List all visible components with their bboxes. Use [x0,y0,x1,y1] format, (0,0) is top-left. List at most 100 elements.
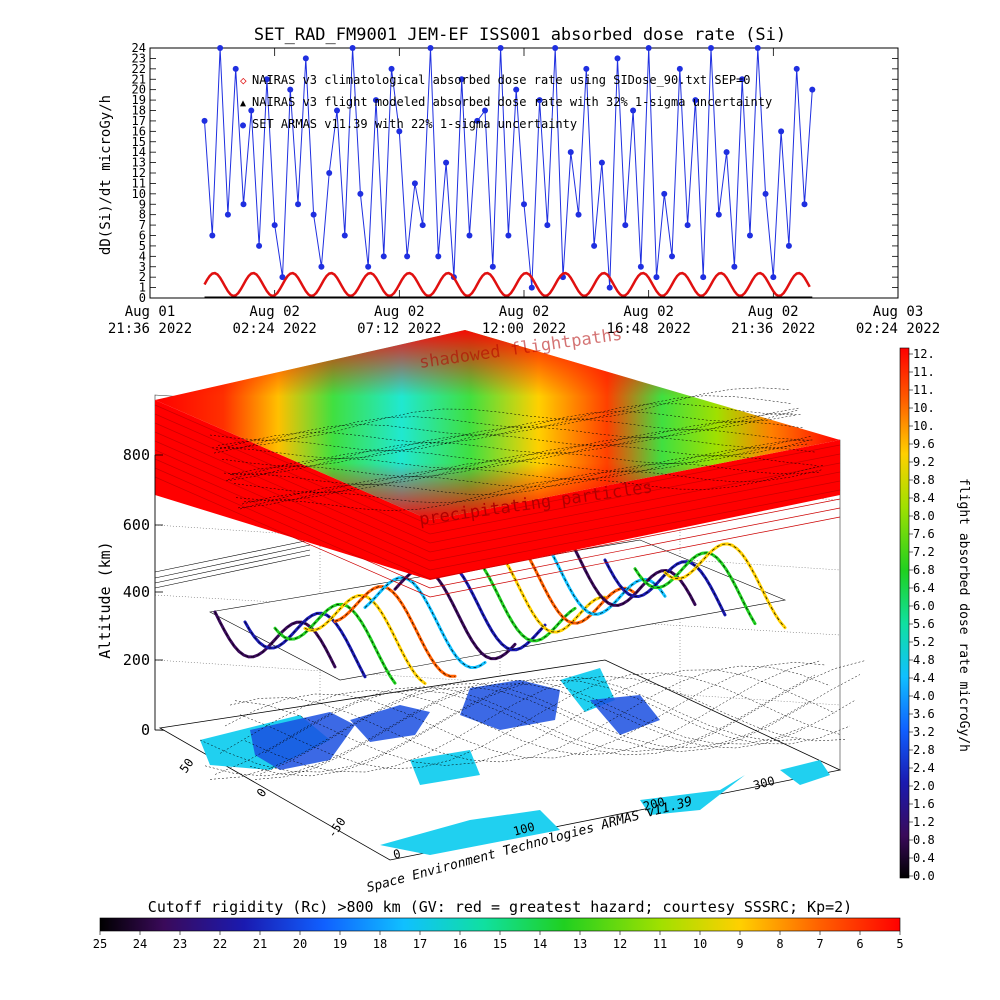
colorbar-right-tick-label: 2.8 [913,743,935,757]
colorbar-bottom-tick-label: 14 [533,937,547,951]
point-set-armas [528,284,535,291]
y-tick-label: 24 [132,41,146,55]
colorbar-right-tick-label: 4.0 [913,689,935,703]
point-set-armas [411,180,418,187]
point-set-armas [248,107,255,114]
point-set-armas [334,107,340,114]
x-tick-label-date: Aug 02 [374,304,425,320]
altitude-axis-label: Altitude (km) [96,541,114,658]
colorbar-bottom-tick-label: 17 [413,937,427,951]
y-tick-label: 16 [132,124,146,138]
point-set-armas [232,65,239,72]
y-tick-label: 19 [132,93,146,107]
slab-edge-line [154,422,841,544]
y-tick-label: 17 [132,114,146,128]
slab-edge-line [154,458,841,580]
longitude-tick-label: 200 [642,795,667,814]
x-tick-label-date: Aug 02 [499,304,550,320]
flight-track-wave-overlay [544,541,666,615]
x-tick-label-date: Aug 01 [125,304,176,320]
point-set-armas [598,159,605,166]
longitude-ticks: 0 100 200 300 [392,774,777,862]
colorbar-bottom-tick-label: 9 [736,937,743,951]
slab-top-track [231,435,813,485]
legend-entry-set-armas: SET ARMAS v11.39 with 22% 1-sigma uncert… [252,117,577,131]
y-tick-label: 0 [139,291,146,305]
point-set-armas [341,232,348,239]
point-set-armas [552,45,559,51]
colorbar-right-tick-label: 8.8 [913,473,935,487]
slab-top-track [211,395,793,449]
slab-top-track-lines [209,387,825,511]
point-set-armas [419,222,426,229]
point-set-armas [224,211,231,218]
y-tick-label: 22 [132,62,146,76]
point-set-armas [801,201,808,208]
altitude-tick-label: 400 [123,583,150,601]
colorbar-right-tick-label: 0.0 [913,869,935,883]
point-set-armas [271,222,278,229]
point-set-armas [676,65,683,72]
y-tick-label: 3 [139,260,146,274]
ground-track [259,674,861,775]
slab-top-track [239,463,821,510]
dose-rate-colorbar: 0.0 0.4 0.8 1.2 1.6 2.0 2.4 2.8 3.2 3.6 4.0 4.4 4.8 5… [899,347,971,883]
y-tick-label: 2 [139,270,146,284]
flight-track-wave-overlay [514,537,636,624]
point-set-armas [263,76,270,83]
point-set-armas [770,274,777,281]
slab-top-track [225,429,807,482]
point-set-armas [762,190,769,197]
point-set-armas [443,159,450,166]
point-set-armas [349,45,356,51]
colorbar-bottom-tick-label: 19 [333,937,347,951]
point-set-armas [505,232,512,239]
y-tick-label: 21 [132,72,146,86]
colorbar-right-label: flight absorbed dose rate microGy/h [956,478,971,752]
latitude-tick-label: 50 [177,756,197,776]
slab-top-red-edges [155,330,840,520]
chart-title: SET_RAD_FM9001 JEM-EF ISS001 absorbed do… [254,25,786,45]
y-tick-label: 8 [139,208,146,222]
flight-track-wave-overlay [454,550,576,642]
colorbar-right-tick-label: 0.4 [913,851,935,865]
point-set-armas [583,65,590,72]
colorbar-right-tick-label: 3.6 [913,707,935,721]
point-set-armas [240,201,247,208]
series-group [201,45,816,299]
colorbar-bottom-label: Cutoff rigidity (Rc) >800 km (GV: red = … [148,898,852,916]
colorbar-bottom-tick-label: 11 [653,937,667,951]
point-set-armas [396,128,403,135]
colorbar-right-tick-label: 8.4 [913,491,935,505]
ground-track [244,675,846,773]
legend-entry-nairas-flight: NAIRAS v3 flight modeled absorbed dose r… [252,95,772,109]
point-set-armas [497,45,504,51]
colorbar-bottom-tick-label: 18 [373,937,387,951]
point-set-armas [521,201,527,208]
point-set-armas [458,76,465,83]
point-set-armas [575,211,582,218]
flight-track-wave-overlay [424,559,546,651]
colorbar-bottom-tick-label: 16 [453,937,467,951]
point-set-armas [661,190,668,197]
slab-edge-line [154,413,841,535]
y-tick-label: 13 [132,156,146,170]
point-set-armas [606,284,613,291]
slab-top-track [213,403,795,454]
point-set-armas [669,253,676,260]
cutoff-rigidity-colorbar: Cutoff rigidity (Rc) >800 km (GV: red = … [93,898,904,951]
colorbar-right-tick-label: 6.0 [913,599,935,613]
colorbar-right-ticks: 0.0 0.4 0.8 1.2 1.6 2.0 2.4 2.8 3.2 3.6 4.0 4.4 4.8 5… [909,347,935,883]
colorbar-bottom-tick-label: 13 [573,937,587,951]
colorbar-bottom-tick-label: 20 [293,937,307,951]
point-set-armas [372,97,379,104]
slab-top-track [209,387,791,441]
colorbar-bottom-tick-label: 21 [253,937,267,951]
legend: ◇ NAIRAS v3 climatological absorbed dose… [240,73,772,131]
point-set-armas [388,65,395,72]
point-set-armas [513,86,520,93]
y-tick-label: 7 [139,218,146,232]
slab-edge-line [154,431,841,553]
